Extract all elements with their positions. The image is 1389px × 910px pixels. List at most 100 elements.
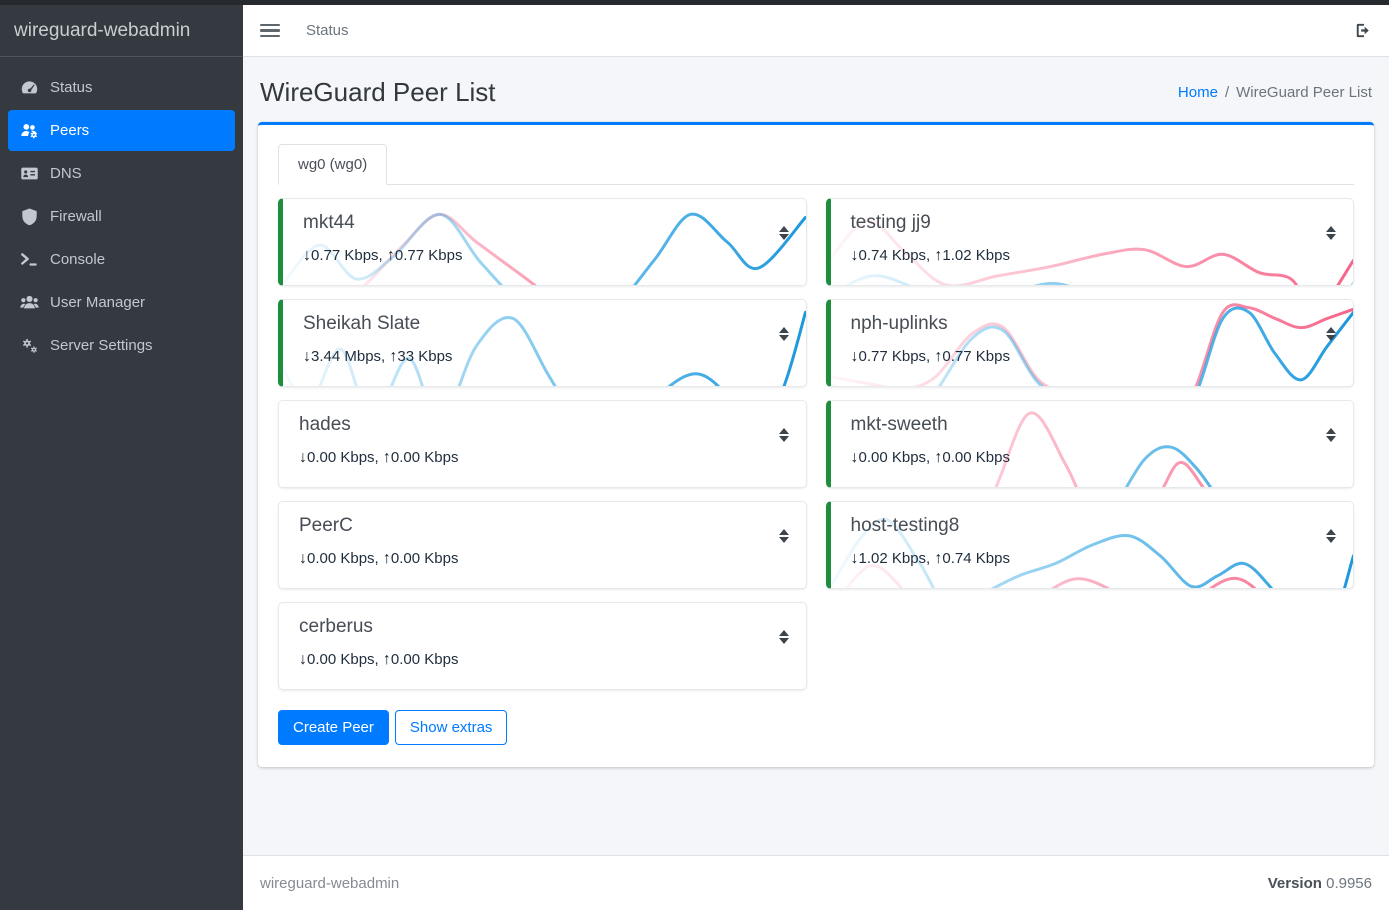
download-arrow-icon: ↓ xyxy=(850,348,859,365)
peer-card-nph-uplinks[interactable]: nph-uplinks ↓0.77 Kbps, ↑0.77 Kbps xyxy=(825,299,1354,387)
sidebar-item-dns[interactable]: DNS xyxy=(8,153,235,194)
logout-icon[interactable] xyxy=(1353,21,1372,40)
page-title: WireGuard Peer List xyxy=(260,77,496,107)
sort-icon[interactable] xyxy=(1326,327,1336,341)
traffic-sparkline-chart xyxy=(831,300,1354,386)
peer-column-right: testing jj9 ↓0.74 Kbps, ↑1.02 Kbps nph-upl… xyxy=(825,198,1354,690)
breadcrumb-current: WireGuard Peer List xyxy=(1236,84,1372,101)
sort-icon[interactable] xyxy=(1326,529,1336,543)
sidebar-item-status[interactable]: Status xyxy=(8,67,235,108)
sidebar-menu: Status Peers DNS Firewall Console User Manage… xyxy=(0,57,243,376)
peer-name: Sheikah Slate xyxy=(303,313,421,334)
peer-name: PeerC xyxy=(299,515,353,536)
upload-arrow-icon: ↑ xyxy=(934,348,943,365)
footer-brand: wireguard-webadmin xyxy=(260,874,400,892)
peer-name: host-testing8 xyxy=(850,515,960,536)
sidebar-item-peers[interactable]: Peers xyxy=(8,110,235,151)
sort-icon[interactable] xyxy=(778,630,789,644)
peer-name: testing jj9 xyxy=(850,212,931,233)
traffic-sparkline-chart xyxy=(831,401,1354,487)
sort-icon[interactable] xyxy=(1326,428,1336,442)
sidebar-item-label: Status xyxy=(50,79,93,96)
sidebar-item-label: User Manager xyxy=(50,294,146,311)
peer-card-cerberus[interactable]: cerberus ↓0.00 Kbps, ↑0.00 Kbps xyxy=(278,602,807,690)
sidebar-item-user-manager[interactable]: User Manager xyxy=(8,282,235,323)
download-arrow-icon: ↓ xyxy=(850,449,859,466)
upload-arrow-icon: ↑ xyxy=(934,449,943,466)
peer-speed: ↓0.77 Kbps, ↑0.77 Kbps xyxy=(850,348,1010,365)
peer-speed: ↓3.44 Mbps, ↑33 Kbps xyxy=(303,348,453,365)
traffic-sparkline-chart xyxy=(283,199,806,285)
sort-icon[interactable] xyxy=(778,428,789,442)
peer-grid: mkt44 ↓0.77 Kbps, ↑0.77 Kbps Sheikah Slate… xyxy=(278,198,1354,690)
sidebar: wireguard-webadmin Status Peers DNS Firewal… xyxy=(0,5,243,910)
show-extras-button[interactable]: Show extras xyxy=(394,710,508,745)
traffic-sparkline-chart xyxy=(831,502,1354,588)
peer-column-left: mkt44 ↓0.77 Kbps, ↑0.77 Kbps Sheikah Slate… xyxy=(278,198,807,690)
peer-card-peerc[interactable]: PeerC ↓0.00 Kbps, ↑0.00 Kbps xyxy=(278,501,807,589)
sidebar-item-label: Firewall xyxy=(50,208,102,225)
upload-arrow-icon: ↑ xyxy=(382,651,391,668)
traffic-sparkline-chart xyxy=(831,199,1354,285)
peer-card-mkt44[interactable]: mkt44 ↓0.77 Kbps, ↑0.77 Kbps xyxy=(278,198,807,286)
sort-icon[interactable] xyxy=(778,327,789,341)
terminal-icon xyxy=(20,250,50,269)
peer-card-mkt-sweeth[interactable]: mkt-sweeth ↓0.00 Kbps, ↑0.00 Kbps xyxy=(825,400,1354,488)
upload-arrow-icon: ↑ xyxy=(934,247,943,264)
tab-wg0[interactable]: wg0 (wg0) xyxy=(278,144,388,185)
traffic-sparkline-chart xyxy=(283,300,806,386)
window-top-strip xyxy=(0,0,1389,5)
footer: wireguard-webadmin Version 0.9956 xyxy=(243,855,1389,910)
peer-speed: ↓0.00 Kbps, ↑0.00 Kbps xyxy=(299,449,459,466)
users-icon xyxy=(20,293,50,312)
footer-version-label: Version xyxy=(1267,874,1322,892)
download-arrow-icon: ↓ xyxy=(303,348,311,365)
peer-speed: ↓0.74 Kbps, ↑1.02 Kbps xyxy=(850,247,1010,264)
peer-name: hades xyxy=(299,414,351,435)
peer-speed: ↓0.00 Kbps, ↑0.00 Kbps xyxy=(299,651,459,668)
peer-list-panel: wg0 (wg0) mkt44 ↓0.77 Kbps, ↑0.77 Kbps She… xyxy=(258,122,1374,767)
peer-name: cerberus xyxy=(299,616,373,637)
peer-name: nph-uplinks xyxy=(850,313,948,334)
footer-version-value: 0.9956 xyxy=(1326,874,1372,892)
sidebar-brand[interactable]: wireguard-webadmin xyxy=(0,5,243,57)
upload-arrow-icon: ↑ xyxy=(389,348,398,365)
peer-name: mkt44 xyxy=(303,212,355,233)
address-card-icon xyxy=(20,164,50,183)
peer-name: mkt-sweeth xyxy=(850,414,948,435)
sidebar-item-firewall[interactable]: Firewall xyxy=(8,196,235,237)
sidebar-item-console[interactable]: Console xyxy=(8,239,235,280)
peer-card-host-testing8[interactable]: host-testing8 ↓1.02 Kbps, ↑0.74 Kbps xyxy=(825,501,1354,589)
download-arrow-icon: ↓ xyxy=(299,550,307,567)
tachometer-icon xyxy=(20,78,50,97)
peer-speed: ↓0.00 Kbps, ↑0.00 Kbps xyxy=(299,550,459,567)
download-arrow-icon: ↓ xyxy=(299,651,307,668)
create-peer-button[interactable]: Create Peer xyxy=(278,710,389,745)
sidebar-item-label: Console xyxy=(50,251,106,268)
hamburger-menu-icon[interactable] xyxy=(260,23,280,38)
footer-version: Version 0.9956 xyxy=(1268,875,1372,892)
breadcrumb-separator: / xyxy=(1224,84,1230,101)
peer-card-testing-jj9[interactable]: testing jj9 ↓0.74 Kbps, ↑1.02 Kbps xyxy=(825,198,1354,286)
download-arrow-icon: ↓ xyxy=(299,449,307,466)
sidebar-item-server-settings[interactable]: Server Settings xyxy=(8,325,235,366)
shield-icon xyxy=(20,207,50,226)
sort-icon[interactable] xyxy=(1326,226,1336,240)
peer-speed: ↓1.02 Kbps, ↑0.74 Kbps xyxy=(850,550,1010,567)
upload-arrow-icon: ↑ xyxy=(386,247,395,264)
content-area: WireGuard Peer List Home / WireGuard Pee… xyxy=(243,57,1389,855)
sort-icon[interactable] xyxy=(778,226,789,240)
peer-card-hades[interactable]: hades ↓0.00 Kbps, ↑0.00 Kbps xyxy=(278,400,807,488)
upload-arrow-icon: ↑ xyxy=(934,550,943,567)
sidebar-item-label: Server Settings xyxy=(50,337,153,354)
peer-card-sheikah-slate[interactable]: Sheikah Slate ↓3.44 Mbps, ↑33 Kbps xyxy=(278,299,807,387)
breadcrumb-home-link[interactable]: Home xyxy=(1177,84,1218,101)
breadcrumb: Home / WireGuard Peer List xyxy=(1178,84,1372,101)
upload-arrow-icon: ↑ xyxy=(382,550,391,567)
navbar-status-link[interactable]: Status xyxy=(306,22,349,39)
download-arrow-icon: ↓ xyxy=(850,247,859,264)
sidebar-item-label: Peers xyxy=(50,122,90,139)
interface-tabs: wg0 (wg0) xyxy=(278,144,1354,185)
upload-arrow-icon: ↑ xyxy=(382,449,391,466)
sort-icon[interactable] xyxy=(778,529,789,543)
